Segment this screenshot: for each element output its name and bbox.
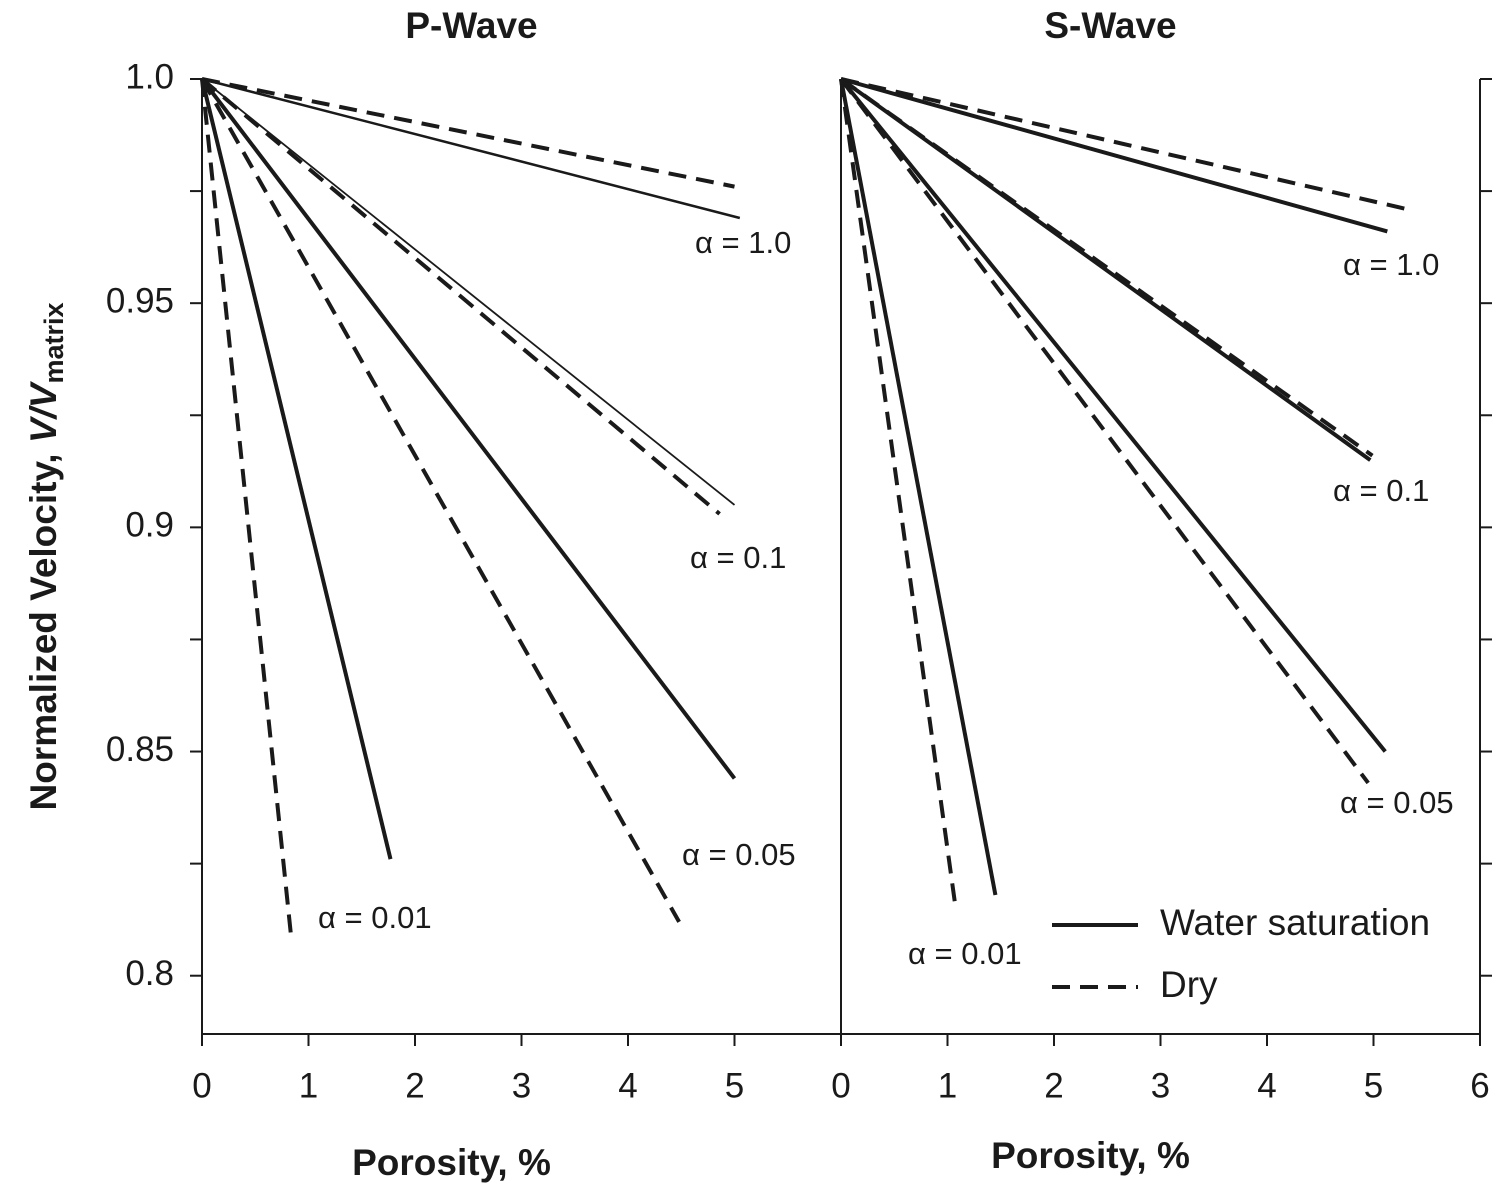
- x-tick-label: 4: [1257, 1066, 1276, 1105]
- data-line: [839, 78, 959, 911]
- line-annotation: α = 0.05: [682, 837, 796, 872]
- line-annotation: α = 0.01: [318, 900, 432, 935]
- y-label-var: V/V: [23, 380, 64, 443]
- data-line: [839, 78, 998, 896]
- legend-label: Water saturation: [1160, 902, 1430, 943]
- x-axis-label: Porosity, %: [352, 1142, 551, 1183]
- data-line: [839, 77, 1370, 785]
- x-tick-label: 4: [618, 1066, 637, 1105]
- data-line: [839, 77, 1374, 458]
- x-tick-label: 3: [512, 1066, 531, 1105]
- data-line: [200, 77, 721, 516]
- data-line: [201, 77, 735, 189]
- data-line: [201, 77, 741, 220]
- legend-label: Dry: [1160, 964, 1218, 1005]
- line-annotation: α = 0.1: [1333, 473, 1429, 508]
- y-tick-label: 0.8: [125, 954, 174, 993]
- y-tick-label: 0.9: [125, 506, 174, 545]
- x-tick-label: 1: [938, 1066, 957, 1105]
- data-line: [200, 77, 737, 780]
- data-line: [200, 78, 294, 941]
- data-line: [840, 77, 1388, 234]
- x-tick-label: 0: [192, 1066, 211, 1105]
- y-label-text: Normalized Velocity,: [23, 443, 64, 810]
- x-axis-label: Porosity, %: [991, 1135, 1190, 1176]
- line-annotation: α = 1.0: [695, 225, 791, 260]
- data-line: [201, 78, 736, 506]
- data-line: [840, 77, 1407, 211]
- x-tick-label: 0: [831, 1066, 850, 1105]
- y-tick-label: 0.95: [106, 281, 174, 320]
- data-line: [839, 77, 1372, 462]
- y-tick-label: 1.0: [125, 57, 174, 96]
- line-annotation: α = 0.1: [690, 540, 786, 575]
- data-line: [200, 78, 393, 860]
- data-line: [200, 78, 681, 923]
- x-tick-label: 2: [405, 1066, 424, 1105]
- line-annotation: α = 0.05: [1340, 785, 1454, 820]
- chart-title: P-Wave: [405, 5, 537, 46]
- line-annotation: α = 1.0: [1343, 247, 1439, 282]
- x-tick-label: 2: [1044, 1066, 1063, 1105]
- x-tick-label: 5: [1364, 1066, 1383, 1105]
- line-annotation: α = 0.01: [908, 936, 1022, 971]
- y-tick-label: 0.85: [106, 730, 174, 769]
- chart-title: S-Wave: [1044, 5, 1176, 46]
- y-label-sub: matrix: [39, 302, 69, 383]
- y-axis-label: Normalized Velocity, V/Vmatrix: [23, 302, 69, 810]
- data-line: [839, 77, 1387, 753]
- x-tick-label: 6: [1470, 1066, 1489, 1105]
- x-tick-label: 3: [1151, 1066, 1170, 1105]
- x-tick-label: 1: [299, 1066, 318, 1105]
- x-tick-label: 5: [725, 1066, 744, 1105]
